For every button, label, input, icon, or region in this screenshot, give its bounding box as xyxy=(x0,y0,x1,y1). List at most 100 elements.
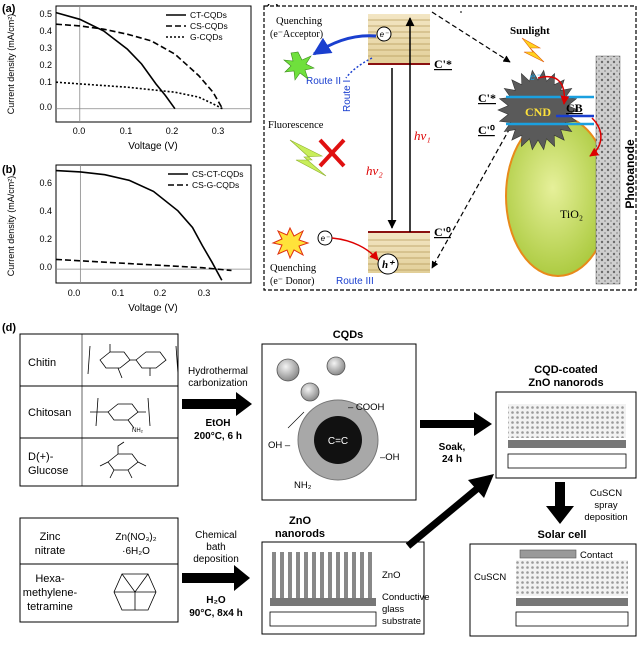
photoanode-label: Photoanode xyxy=(623,139,637,209)
connector-lower-dashed xyxy=(431,127,511,269)
hexa-label-3: tetramine xyxy=(27,601,73,613)
lower-band xyxy=(368,233,430,273)
cbd-label-2: bath xyxy=(206,542,225,553)
panel-a-label: (a) xyxy=(2,3,16,15)
coated-base-layer xyxy=(508,440,626,448)
a-ytick-label: 0.0 xyxy=(39,102,52,112)
series-line-cs-g-cqds xyxy=(55,258,232,272)
zno-nanorod xyxy=(272,552,276,598)
sunlight-bolt-icon xyxy=(521,37,545,63)
glucose-label-2: Glucose xyxy=(28,465,68,477)
electron-injection-arrow xyxy=(537,75,570,105)
cnd-c-star-label: C'* xyxy=(478,91,496,105)
chitosan-nh2-label: NH₂ xyxy=(132,428,144,434)
zinc-label-2: nitrate xyxy=(35,545,66,557)
contact-label: Contact xyxy=(580,550,613,561)
legend-label-cs-ct-cqds: CS-CT-CQDs xyxy=(192,169,243,179)
hole-circle xyxy=(377,253,399,275)
cbd-label-1: Chemical xyxy=(195,530,237,541)
cqd-dot-small xyxy=(300,382,320,402)
glucose-label-1: D(+)- xyxy=(28,451,54,463)
route-2-arrow xyxy=(312,34,377,56)
panel-a-plot-area xyxy=(55,6,251,122)
quench-burst-green-icon xyxy=(283,51,315,81)
zno-nanorod-array xyxy=(272,552,372,598)
a-xtick-label: 0.3 xyxy=(212,126,225,136)
series-line-cs-ct-cqds xyxy=(55,169,223,281)
a-yaxis-label: Current density (mA/cm²) xyxy=(6,14,16,115)
a-ytick-label: 0.1 xyxy=(39,77,52,87)
cqd-core-label: C=C xyxy=(328,436,348,447)
cb-label: CB xyxy=(566,101,583,115)
sunlight-label: Sunlight xyxy=(510,25,550,37)
panel-c: (c) C'* C'⁰ hν₁ xyxy=(263,3,637,291)
panel-b-legend: CS-CT-CQDs CS-G-CQDs xyxy=(168,169,243,190)
hexa-label-2: methylene- xyxy=(23,587,78,599)
quench-top-text-2: (e⁻Acceptor) xyxy=(270,29,323,40)
legend-label-g-cqds: G-CQDs xyxy=(190,32,223,42)
precursor-box-zno xyxy=(19,517,179,623)
zno-nanorod xyxy=(328,552,332,598)
b-xtick-label: 0.2 xyxy=(154,288,167,298)
a-xtick-label: 0.2 xyxy=(166,126,179,136)
cnd-particle-icon xyxy=(497,69,579,151)
b-xtick-label: 0.3 xyxy=(198,288,211,298)
zno-glass-substrate xyxy=(269,611,377,627)
zno-nanorod xyxy=(312,552,316,598)
glass-label-3: substrate xyxy=(382,616,421,627)
hydro-label-1: Hydrothermal xyxy=(188,366,248,377)
panel-d: (d) Chitin Chitosan D(+)- Glucose NH₂ Hy xyxy=(2,322,637,637)
nh2-label: NH₂ xyxy=(294,480,312,491)
panel-a-yticks: 0.5 0.4 0.3 0.2 0.1 0.0 xyxy=(39,9,52,112)
electron-top-label: e⁻ xyxy=(380,30,389,39)
b-ytick-label: 0.2 xyxy=(39,234,52,244)
cqd-dot-small xyxy=(276,358,300,382)
lower-band-levels xyxy=(368,231,430,273)
a-xaxis-label: Voltage (V) xyxy=(128,141,177,152)
h2o-label: H₂O xyxy=(206,595,226,606)
hydro-condition-label: 200°C, 6 h xyxy=(194,431,242,442)
hv2-label: hν₂ xyxy=(366,163,383,178)
cnd-label: CND xyxy=(525,105,551,119)
cuscn-label-2: spray xyxy=(594,500,617,511)
electron-transfer-arrow xyxy=(589,117,602,157)
hydrothermal-arrow xyxy=(182,392,252,416)
zno-to-coated-arrow-head xyxy=(468,474,494,498)
route-2-label: Route II xyxy=(306,76,341,87)
glass-label-2: glass xyxy=(382,604,404,615)
b-yaxis-label: Current density (mA/cm²) xyxy=(6,176,16,277)
route-3-arrow xyxy=(331,237,379,261)
a-ytick-label: 0.4 xyxy=(39,26,52,36)
quench-bottom-text-1: Quenching xyxy=(270,263,317,274)
tio2-label: TiO₂ xyxy=(560,207,583,221)
panel-a-legend: CT-CQDs CS-CQDs G-CQDs xyxy=(166,10,228,42)
zno-nanorod xyxy=(320,552,324,598)
cuscn-layer-label: CuSCN xyxy=(474,572,506,583)
b-ytick-label: 0.4 xyxy=(39,206,52,216)
hexa-label-1: Hexa- xyxy=(35,573,65,585)
zinc-formula-2: ·6H₂O xyxy=(122,546,150,557)
a-ytick-label: 0.3 xyxy=(39,43,52,53)
photoanode-layer xyxy=(595,55,621,285)
cbd-condition-label: 90°C, 8x4 h xyxy=(189,608,242,619)
coated-title-1: CQD-coated xyxy=(534,364,598,376)
hexamine-structure-icon xyxy=(113,573,157,611)
zno-nanorod xyxy=(304,552,308,598)
zno-nanorod xyxy=(360,552,364,598)
a-xtick-label: 0.0 xyxy=(73,126,86,136)
cuscn-label-1: CuSCN xyxy=(590,488,622,499)
c-zero-label: C'⁰ xyxy=(434,225,451,239)
coated-glass-substrate xyxy=(507,453,627,469)
panel-d-label: (d) xyxy=(2,322,16,334)
cqd-core xyxy=(314,416,362,464)
zno-nanorod xyxy=(344,552,348,598)
cnd-c-zero-label: C'⁰ xyxy=(478,123,495,137)
quench-bottom-text-2: (e⁻ Donor) xyxy=(270,276,314,287)
soak-label-1: Soak, xyxy=(439,442,466,453)
panel-a: (a) 0.5 0.4 0.3 0.2 0.1 0.0 0.0 0.1 0.2 … xyxy=(2,3,252,152)
chitosan-structure-icon xyxy=(90,397,151,429)
zno-nanorod xyxy=(368,552,372,598)
zno-nanorod xyxy=(280,552,284,598)
zno-nanorod xyxy=(352,552,356,598)
